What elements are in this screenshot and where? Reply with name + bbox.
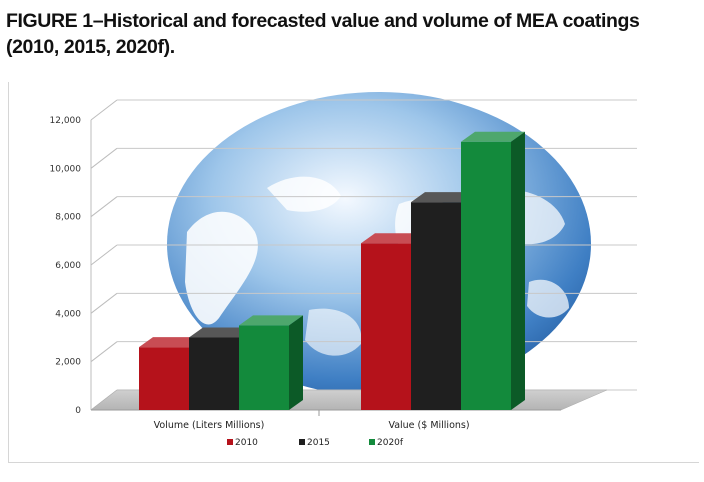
bars — [139, 131, 525, 410]
gridline — [90, 292, 118, 314]
legend-item: 2010 — [227, 438, 258, 448]
bar-top — [411, 192, 475, 203]
bar-front — [139, 347, 189, 410]
chart-frame: 12,000 10,000 8,000 6,000 4,000 2,000 0 Volume… — [8, 82, 699, 463]
legend-swatch — [299, 439, 305, 445]
legend-item: 2020f — [369, 438, 404, 448]
bar-front — [411, 202, 461, 410]
bar-top — [461, 131, 525, 142]
legend: 2010 2015 2020f — [227, 438, 404, 448]
legend-item: 2015 — [299, 438, 330, 448]
bar-front — [239, 325, 289, 410]
legend-label: 2015 — [307, 438, 330, 448]
bar-top — [139, 337, 203, 348]
y-tick-label: 0 — [75, 406, 81, 416]
bar-front — [361, 243, 411, 410]
y-tick-label: 6,000 — [55, 261, 81, 271]
gridline — [90, 147, 118, 169]
gridline — [90, 341, 118, 363]
gridline — [90, 244, 118, 266]
bar-top — [189, 327, 253, 338]
y-tick-label: 12,000 — [50, 116, 82, 126]
bar-top — [361, 233, 425, 244]
bar-front — [461, 141, 511, 410]
gridline — [90, 99, 118, 121]
y-tick-label: 10,000 — [50, 164, 82, 174]
bar-top — [239, 315, 303, 326]
bar — [461, 131, 525, 410]
bar — [239, 315, 303, 410]
x-category-label: Volume (Liters Millions) — [154, 420, 265, 431]
x-category-label: Value ($ Millions) — [388, 420, 469, 431]
y-tick-label: 2,000 — [55, 358, 81, 368]
x-axis-categories: Volume (Liters Millions) Value ($ Million… — [154, 410, 470, 431]
legend-swatch — [227, 439, 233, 445]
y-axis-ticks: 12,000 10,000 8,000 6,000 4,000 2,000 0 — [50, 116, 82, 416]
bar-side — [289, 315, 303, 410]
y-tick-label: 4,000 — [55, 309, 81, 319]
legend-label: 2010 — [235, 438, 258, 448]
bar-front — [189, 337, 239, 410]
gridline — [90, 196, 118, 218]
legend-label: 2020f — [377, 438, 404, 448]
bar-side — [511, 131, 525, 410]
figure-title: FIGURE 1–Historical and forecasted value… — [6, 10, 640, 58]
legend-swatch — [369, 439, 375, 445]
y-tick-label: 8,000 — [55, 213, 81, 223]
bar-chart: 12,000 10,000 8,000 6,000 4,000 2,000 0 Volume… — [50, 92, 637, 448]
